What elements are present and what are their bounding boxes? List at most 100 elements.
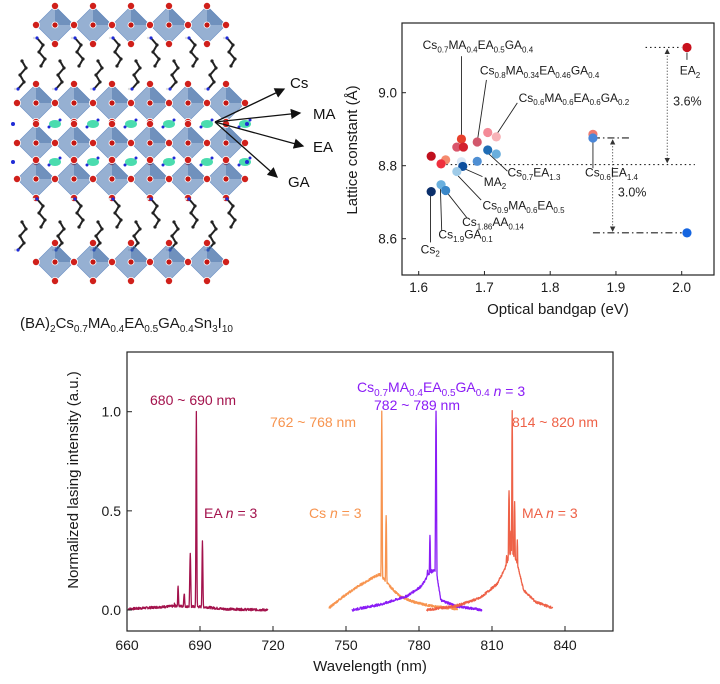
iodine-atom <box>127 99 136 108</box>
iodine-atom <box>70 120 79 129</box>
carbon-atom <box>62 66 66 70</box>
series-name-label: Cs n = 3 <box>309 505 362 521</box>
carbon-atom <box>22 241 26 245</box>
nitrogen-atom <box>85 163 89 167</box>
octahedron-face <box>131 6 150 25</box>
formula-part: EA <box>680 63 696 77</box>
carbon-atom <box>210 220 214 224</box>
iodine-atom <box>32 99 40 107</box>
nitrogen-atom <box>96 118 100 122</box>
carbon-atom <box>119 218 123 222</box>
subscript: 2 <box>502 182 507 191</box>
nitrogen-atom <box>47 163 51 167</box>
data-point <box>472 156 482 166</box>
carbon-atom <box>117 43 121 47</box>
nitrogen-atom <box>225 197 229 201</box>
formula-part: Cs <box>519 91 534 105</box>
iodine-atom <box>89 276 98 285</box>
iodine-atom <box>165 21 173 29</box>
octahedron-face <box>74 84 93 103</box>
point-annotation: Cs1.9GA0.1 <box>438 228 493 244</box>
carbon-atom <box>233 57 237 61</box>
scatter-x-axis-label: Optical bandgap (eV) <box>487 301 629 318</box>
hydrogen-atom <box>108 36 112 40</box>
hydrogen-atom <box>13 87 17 91</box>
iodine-atom <box>222 175 230 183</box>
octahedron-face <box>112 160 131 179</box>
octahedron-face <box>93 243 112 262</box>
iodine-atom <box>221 155 230 164</box>
nitrogen-atom <box>92 87 96 91</box>
carbon-atom <box>81 218 85 222</box>
formula-part: (BA) <box>20 315 50 332</box>
a-site-cation <box>163 120 175 128</box>
iodine-atom <box>51 258 59 266</box>
data-point <box>588 133 598 143</box>
nitrogen-atom <box>210 118 214 122</box>
site-label-ea: EA <box>313 139 333 156</box>
scatter-x-ticks: 1.6 1.7 1.8 1.9 2.0 <box>409 271 691 295</box>
leader-line <box>457 175 482 201</box>
carbon-atom <box>227 211 231 215</box>
label-italic: n <box>226 505 234 521</box>
carbon-atom <box>24 66 28 70</box>
data-point <box>456 134 467 144</box>
iodine-atom <box>202 238 211 247</box>
carbon-atom <box>115 225 119 229</box>
subscript: 0.6 <box>590 98 602 107</box>
formula-part: EA <box>574 91 590 105</box>
scatter-leader-lines <box>430 52 688 243</box>
subscript: 1.86 <box>477 222 493 231</box>
formula-part: GA <box>456 379 477 395</box>
site-label-cs: Cs <box>290 75 308 92</box>
nitrogen-atom <box>149 36 153 40</box>
iodine-atom <box>240 174 249 183</box>
iodine-atom <box>203 258 211 266</box>
iodine-atom <box>127 40 136 49</box>
formula-part: MA <box>448 38 466 52</box>
iodine-atom <box>202 138 211 147</box>
carbon-atom <box>174 241 178 245</box>
point-annotation: Cs0.7MA0.4EA0.5GA0.4 <box>423 38 534 54</box>
iodine-atom <box>164 99 173 108</box>
nitrogen-atom <box>47 125 51 129</box>
iodine-atom <box>70 20 79 29</box>
iodine-atom <box>89 40 98 49</box>
carbon-atom <box>20 59 24 63</box>
lasing-spectra-chart: 680 ~ 690 nm EA n = 3 762 ~ 768 nm Cs n = 3… <box>65 351 614 675</box>
point-annotation: Cs0.8MA0.34EA0.46GA0.4 <box>480 63 600 79</box>
point-annotation: MA2 <box>484 175 507 191</box>
carbon-atom <box>41 43 45 47</box>
formula-part: Cs <box>357 379 374 395</box>
carbon-atom <box>79 43 83 47</box>
subscript: 0.7 <box>374 388 388 399</box>
subscript: 0.4 <box>522 45 534 54</box>
formula-part: GA <box>158 315 180 332</box>
data-point <box>426 187 436 197</box>
carbon-atom <box>39 64 43 68</box>
subscript: 0.2 <box>618 98 630 107</box>
iodine-atom <box>32 139 40 147</box>
carbon-atom <box>56 73 60 77</box>
iodine-atom <box>164 174 173 183</box>
subscript: 1.4 <box>627 173 639 182</box>
nitrogen-atom <box>54 87 58 91</box>
carbon-atom <box>208 73 212 77</box>
iodine-atom <box>164 138 173 147</box>
carbon-atom <box>18 73 22 77</box>
label-italic: n <box>330 505 338 521</box>
octahedron-face <box>188 160 207 179</box>
carbon-atom <box>193 43 197 47</box>
subscript: 0.7 <box>437 45 449 54</box>
nitrogen-atom <box>16 87 20 91</box>
point-annotation: Cs0.6EA1.4 <box>585 166 638 182</box>
carbon-atom <box>81 57 85 61</box>
formula-part: Cs <box>462 215 477 229</box>
y-tick-label: 8.8 <box>378 159 397 174</box>
leader-line <box>465 168 483 178</box>
formula-part: Cs <box>438 228 453 242</box>
formula-part: I <box>218 315 222 332</box>
carbon-atom <box>18 234 22 238</box>
nitrogen-atom <box>206 87 210 91</box>
